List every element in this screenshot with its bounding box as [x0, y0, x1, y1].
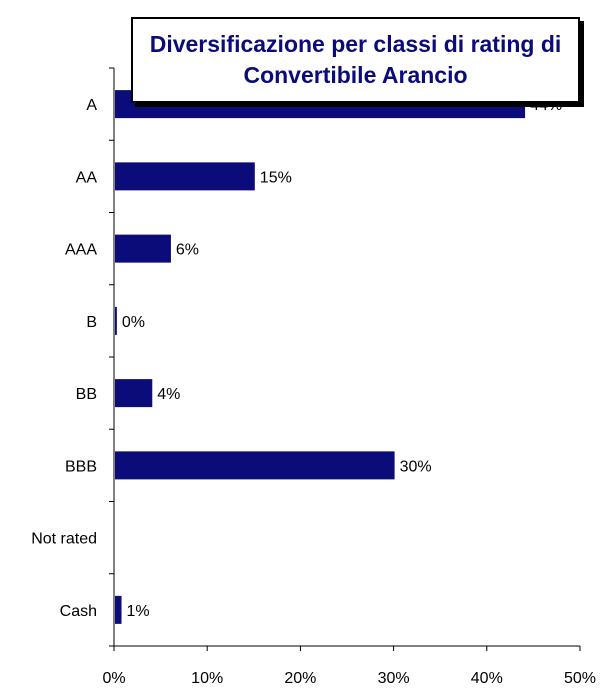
bar-aa [115, 162, 255, 191]
category-label-not-rated: Not rated [31, 531, 97, 548]
chart-title: Diversificazione per classi di rating di… [149, 31, 562, 88]
data-label-b: 0% [122, 314, 145, 331]
x-tick-label: 20% [284, 670, 316, 687]
x-tick-label: 10% [191, 670, 223, 687]
chart-title-box: Diversificazione per classi di rating di… [131, 17, 580, 103]
data-label-cash: 1% [127, 603, 150, 620]
x-tick-label: 50% [564, 670, 596, 687]
bar-b [115, 306, 117, 335]
category-label-aaa: AAA [65, 242, 97, 259]
axes-layer [109, 67, 581, 651]
category-label-a: A [86, 97, 97, 114]
bar-cash [115, 595, 122, 624]
data-label-bbb: 30% [400, 458, 432, 475]
x-tick-label: 0% [102, 670, 125, 687]
bar-bb [115, 379, 153, 408]
bars-layer [115, 90, 526, 624]
category-label-bbb: BBB [65, 458, 97, 475]
data-label-bb: 4% [157, 386, 180, 403]
data-label-aaa: 6% [176, 242, 199, 259]
category-label-bb: BB [76, 386, 97, 403]
x-tick-label: 30% [378, 670, 410, 687]
bar-aaa [115, 234, 171, 263]
category-label-cash: Cash [60, 603, 97, 620]
x-tick-label: 40% [471, 670, 503, 687]
bar-bbb [115, 451, 395, 480]
category-label-aa: AA [76, 169, 98, 186]
category-label-b: B [86, 314, 97, 331]
data-label-aa: 15% [260, 169, 292, 186]
